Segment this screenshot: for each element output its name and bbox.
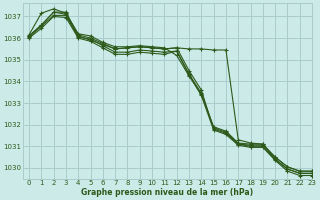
X-axis label: Graphe pression niveau de la mer (hPa): Graphe pression niveau de la mer (hPa) bbox=[81, 188, 253, 197]
